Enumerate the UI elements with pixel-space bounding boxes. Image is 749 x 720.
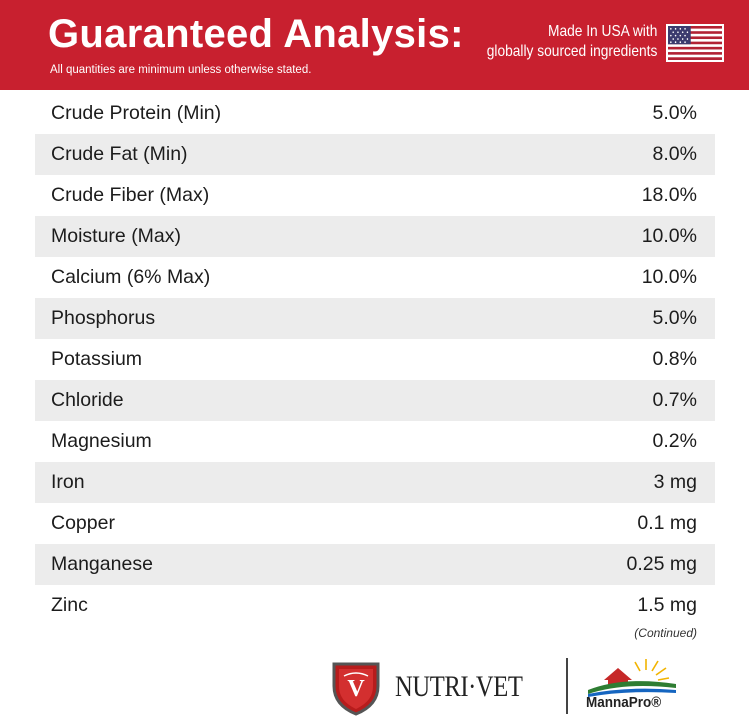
- table-row: Chloride 0.7%: [35, 380, 715, 421]
- table-row: Zinc 1.5 mg: [35, 585, 715, 626]
- page-title: Guaranteed Analysis:: [48, 12, 464, 56]
- nutrient-value: 10.0%: [641, 266, 697, 288]
- manna-pro-wordmark: MannaPro®: [586, 694, 662, 711]
- nutrient-value: 18.0%: [641, 184, 697, 206]
- manna-pro-farm-icon: [588, 659, 676, 697]
- nutrient-value: 8.0%: [652, 143, 697, 165]
- table-row: Crude Fat (Min) 8.0%: [35, 134, 715, 175]
- table-row: Moisture (Max) 10.0%: [35, 216, 715, 257]
- table-row: Magnesium 0.2%: [35, 421, 715, 462]
- table-row: Copper 0.1 mg: [35, 503, 715, 544]
- nutrient-label: Iron: [51, 471, 85, 493]
- table-row: Crude Fiber (Max) 18.0%: [35, 175, 715, 216]
- header-banner: Guaranteed Analysis: All quantities are …: [0, 0, 749, 90]
- origin-statement: Made In USA with globally sourced ingred…: [486, 22, 657, 62]
- nutrient-value: 5.0%: [652, 307, 697, 329]
- nutrient-label: Manganese: [51, 553, 153, 575]
- nutrient-label: Calcium (6% Max): [51, 266, 211, 288]
- svg-text:V: V: [347, 676, 365, 702]
- table-row: Manganese 0.25 mg: [35, 544, 715, 585]
- nutrient-value: 0.7%: [652, 389, 697, 411]
- nutri-vet-wordmark: NUTRI·VET: [395, 670, 523, 703]
- continued-note: (Continued): [634, 626, 697, 640]
- table-row: Crude Protein (Min) 5.0%: [35, 93, 715, 134]
- nutrient-label: Crude Fat (Min): [51, 143, 188, 165]
- nutrient-label: Chloride: [51, 389, 124, 411]
- table-row: Iron 3 mg: [35, 462, 715, 503]
- nutrient-label: Crude Fiber (Max): [51, 184, 210, 206]
- nutrient-value: 3 mg: [653, 471, 697, 493]
- nutrient-value: 0.1 mg: [637, 512, 697, 534]
- nutrient-value: 0.25 mg: [626, 553, 697, 575]
- origin-line-2: globally sourced ingredients: [486, 43, 657, 60]
- table-row: Potassium 0.8%: [35, 339, 715, 380]
- nutrient-value: 10.0%: [641, 225, 697, 247]
- nutrient-value: 5.0%: [652, 102, 697, 124]
- analysis-table: Crude Protein (Min) 5.0% Crude Fat (Min) 8.…: [35, 93, 715, 626]
- table-row: Phosphorus 5.0%: [35, 298, 715, 339]
- nutrient-value: 0.8%: [652, 348, 697, 370]
- page-subtitle: All quantities are minimum unless otherw…: [50, 64, 312, 76]
- origin-line-1: Made In USA with: [547, 23, 657, 40]
- nutrient-label: Zinc: [51, 594, 88, 616]
- nutrient-label: Magnesium: [51, 430, 152, 452]
- nutrient-label: Crude Protein (Min): [51, 102, 222, 124]
- nutrient-label: Moisture (Max): [51, 225, 182, 247]
- us-flag-icon: [666, 24, 724, 62]
- nutri-vet-shield-logo: V: [332, 662, 380, 716]
- nutrient-label: Phosphorus: [51, 307, 156, 329]
- nutrient-value: 0.2%: [652, 430, 697, 452]
- logo-divider: [566, 658, 568, 714]
- nutrient-label: Copper: [51, 512, 115, 534]
- nutrient-value: 1.5 mg: [637, 594, 697, 616]
- table-row: Calcium (6% Max) 10.0%: [35, 257, 715, 298]
- nutrient-label: Potassium: [51, 348, 143, 370]
